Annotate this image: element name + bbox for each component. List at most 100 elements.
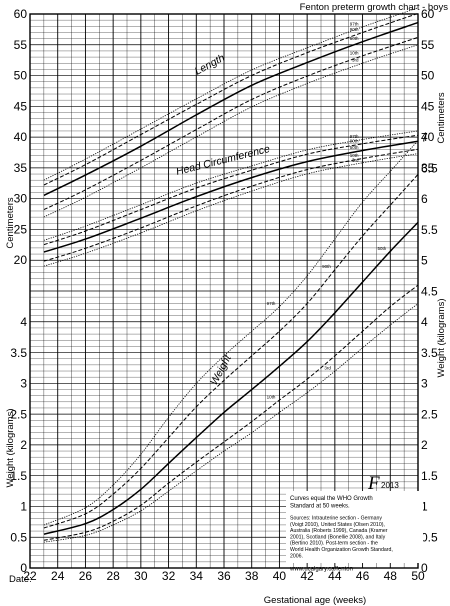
x-tick-label: 36 xyxy=(217,569,231,583)
x-tick-label: 46 xyxy=(356,569,370,583)
right-kg-tick-label: 5.5 xyxy=(421,223,438,237)
left-kg-tick-label: 3.5 xyxy=(10,346,27,360)
left-cm-tick-label: 35 xyxy=(14,161,28,175)
head-circumference-50th-curve xyxy=(43,140,419,253)
length-50th-label: 50th xyxy=(350,36,359,41)
left-kg-tick-label: 2.5 xyxy=(10,407,27,421)
right-kg-tick-label: 6.5 xyxy=(421,161,438,175)
right-cm-tick-label: 45 xyxy=(421,99,435,113)
weight-50th-curve xyxy=(43,221,419,535)
length-90th-label: 90th xyxy=(350,27,359,32)
weight-10th-curve xyxy=(43,284,419,541)
right-kg-tick-label: 7 xyxy=(421,131,428,145)
x-tick-label: 22 xyxy=(23,569,37,583)
left-kg-tick-label: 0.5 xyxy=(10,530,27,544)
date-label: Date: xyxy=(9,574,32,585)
weight-10th-label: 10th xyxy=(267,395,276,400)
length-3rd-label: 3rd xyxy=(352,58,359,63)
head-circumference-3rd-label: 3rd xyxy=(352,157,359,162)
head-circumference-10th-label: 10th xyxy=(350,153,359,158)
head-circumference-97th-label: 97th xyxy=(350,134,359,139)
weight-97th-label: 97th xyxy=(267,301,276,306)
x-tick-label: 24 xyxy=(51,569,65,583)
length-3rd-curve xyxy=(43,44,419,218)
x-tick-label: 32 xyxy=(162,569,176,583)
length-10th-curve xyxy=(43,36,419,211)
x-tick-label: 44 xyxy=(328,569,342,583)
left-upper-axis-title: Centimeters xyxy=(5,197,16,248)
head-circumference-3rd-curve xyxy=(43,153,419,267)
left-cm-tick-label: 50 xyxy=(14,69,28,83)
axis-ticks: 22 24 26 28 30 32 34 36 38 40 42 44 46 48 502025303540… xyxy=(10,7,438,583)
x-tick-label: 40 xyxy=(273,569,287,583)
weight-90th-label: 90th xyxy=(322,264,331,269)
head-circumference-90th-curve xyxy=(43,134,419,246)
head-circumference-97th-curve xyxy=(43,130,419,241)
length-10th-label: 10th xyxy=(350,50,359,55)
x-tick-label: 38 xyxy=(245,569,259,583)
right-kg-tick-label: 2.5 xyxy=(421,407,438,421)
weight-3rd-label: 3rd xyxy=(324,366,331,371)
logo: F 2013 xyxy=(367,473,399,494)
x-axis-title: Gestational age (weeks) xyxy=(264,595,366,606)
x-tick-label: 42 xyxy=(300,569,314,583)
x-tick-label: 26 xyxy=(79,569,93,583)
head-circumference-50th-label: 50th xyxy=(350,145,359,150)
right-kg-tick-label: 4 xyxy=(421,315,428,329)
head-circumference-10th-curve xyxy=(43,148,419,262)
left-cm-tick-label: 55 xyxy=(14,38,28,52)
right-kg-tick-label: 0 xyxy=(421,561,428,575)
percentile-curves: 97th90th50th10th3rd97th90th50th10th3rd97… xyxy=(43,7,419,543)
weight-97th-curve xyxy=(43,140,419,526)
left-cm-tick-label: 20 xyxy=(14,253,28,267)
right-upper-axis-title: Centimeters xyxy=(436,92,447,143)
chart-title: Fenton preterm growth chart - boys xyxy=(300,2,449,13)
weight-3rd-curve xyxy=(43,303,419,543)
note-url: www.ucalgary.ca/fenton xyxy=(289,566,353,572)
x-tick-label: 34 xyxy=(190,569,204,583)
right-cm-tick-label: 60 xyxy=(421,7,435,21)
left-cm-tick-label: 30 xyxy=(14,192,28,206)
logo-year: 2013 xyxy=(381,481,399,490)
note-headline: Curves equal the WHO Growth Standard at 5… xyxy=(290,496,373,510)
left-kg-tick-label: 3 xyxy=(20,377,27,391)
right-cm-tick-label: 35 xyxy=(421,161,435,175)
left-cm-tick-label: 25 xyxy=(14,222,28,236)
length-97th-curve xyxy=(43,7,419,181)
left-kg-tick-label: 0 xyxy=(20,561,27,575)
right-kg-tick-label: 1.5 xyxy=(421,469,438,483)
right-kg-tick-label: 0.5 xyxy=(421,530,438,544)
left-cm-tick-label: 45 xyxy=(14,99,28,113)
x-tick-label: 50 xyxy=(411,569,425,583)
right-cm-tick-label: 55 xyxy=(421,38,435,52)
right-cm-tick-label: 50 xyxy=(421,69,435,83)
length-97th-label: 97th xyxy=(350,21,359,26)
left-kg-tick-label: 4 xyxy=(20,315,27,329)
plot-frame xyxy=(29,13,419,569)
right-kg-tick-label: 3 xyxy=(421,377,428,391)
left-kg-tick-label: 1.5 xyxy=(10,469,27,483)
right-kg-tick-label: 2 xyxy=(421,438,428,452)
right-kg-tick-label: 4.5 xyxy=(421,284,438,298)
left-cm-tick-label: 60 xyxy=(14,7,28,21)
logo-mark: F xyxy=(367,473,380,494)
grid xyxy=(29,13,419,569)
right-lower-axis-title: Weight (kilograms) xyxy=(436,298,447,377)
x-tick-label: 48 xyxy=(384,569,398,583)
right-cm-tick-label: 40 xyxy=(421,130,435,144)
right-kg-tick-label: 5 xyxy=(421,254,428,268)
x-tick-label: 28 xyxy=(106,569,120,583)
right-kg-tick-label: 3.5 xyxy=(421,346,438,360)
left-lower-axis-title: Weight (kilograms) xyxy=(5,408,16,487)
sources-note: Curves equal the WHO Growth Standard at 5… xyxy=(286,491,423,572)
note-sources: Sources: Intrauterine section - Germany(… xyxy=(290,516,393,560)
head-circumference-90th-label: 90th xyxy=(350,138,359,143)
length-50th-curve xyxy=(43,21,419,197)
left-kg-tick-label: 1 xyxy=(20,500,27,514)
left-cm-tick-label: 40 xyxy=(14,130,28,144)
right-kg-tick-label: 1 xyxy=(421,500,428,514)
x-tick-label: 30 xyxy=(134,569,148,583)
length-90th-curve xyxy=(43,12,419,186)
